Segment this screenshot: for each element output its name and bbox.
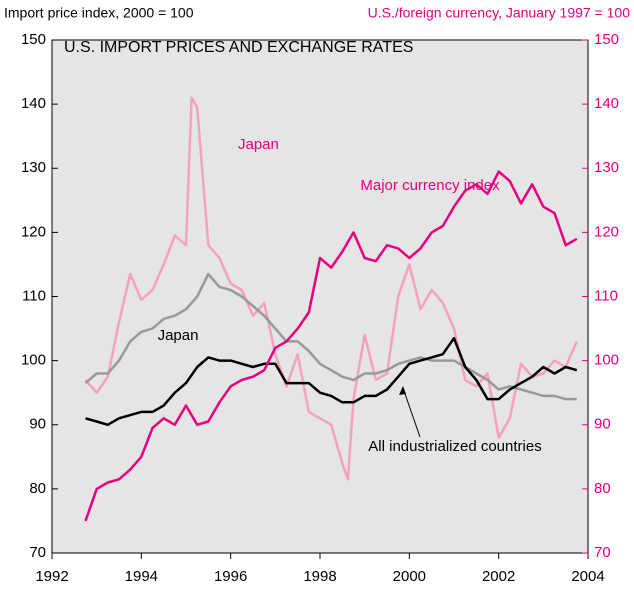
x-tick-label: 1992 <box>35 568 68 585</box>
y-axis-label: Import price index, 2000 = 100 <box>4 5 194 21</box>
series-line <box>85 336 578 427</box>
chart-title: U.S. IMPORT PRICES AND EXCHANGE RATES <box>64 39 413 56</box>
y-tick-label: 70 <box>29 544 46 561</box>
annotation: Japan <box>238 136 279 153</box>
y2-axis-label: U.S./foreign currency, January 1997 = 10… <box>368 5 631 21</box>
x-tick-label: 2004 <box>571 568 604 585</box>
arrow-head <box>399 386 406 395</box>
y-tick-label: 110 <box>22 287 46 304</box>
y-tick-label: 150 <box>21 31 46 48</box>
y2-tick-label: 90 <box>594 416 611 433</box>
series-line <box>84 272 577 401</box>
x-tick-label: 2000 <box>393 568 426 585</box>
y-tick-label: 130 <box>21 159 46 176</box>
y-tick-label: 90 <box>29 416 46 433</box>
x-tick-label: 1998 <box>303 568 336 585</box>
x-tick-label: 1994 <box>125 568 158 585</box>
annotation: Japan <box>158 327 199 344</box>
y2-tick-label: 100 <box>594 352 619 369</box>
y2-tick-label: 120 <box>594 223 619 240</box>
annotation-arrow <box>402 387 421 438</box>
y-tick-label: 80 <box>29 480 46 497</box>
series-line <box>84 96 578 481</box>
y2-tick-label: 70 <box>594 544 611 561</box>
y-tick-label: 140 <box>21 95 46 112</box>
y2-tick-label: 80 <box>594 480 611 497</box>
y2-tick-label: 130 <box>594 159 619 176</box>
y-tick-label: 100 <box>21 352 46 369</box>
series-line <box>84 170 578 522</box>
x-tick-label: 1996 <box>214 568 247 585</box>
y2-tick-label: 110 <box>594 287 618 304</box>
y2-tick-label: 140 <box>594 95 619 112</box>
annotation: All industrialized countries <box>368 438 541 455</box>
annotation: Major currency index <box>360 177 500 194</box>
y2-tick-label: 150 <box>594 31 619 48</box>
plot-area <box>51 39 589 554</box>
y-tick-label: 120 <box>21 223 46 240</box>
x-tick-label: 2002 <box>482 568 515 585</box>
